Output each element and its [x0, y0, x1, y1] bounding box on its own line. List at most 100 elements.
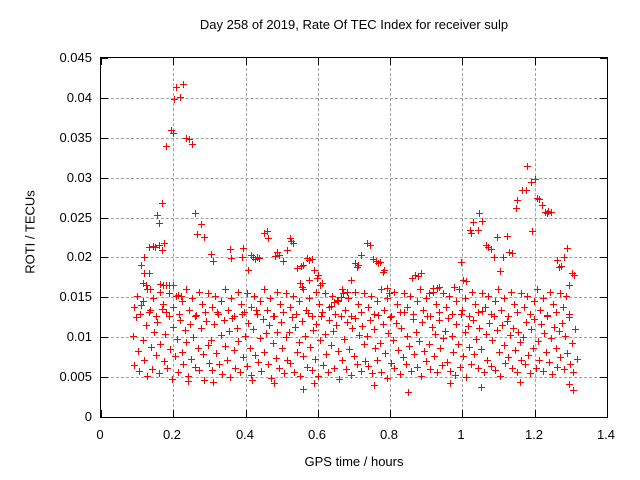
scatter-point — [481, 369, 488, 376]
scatter-point — [210, 379, 217, 386]
scatter-point — [463, 374, 470, 381]
scatter-point — [296, 298, 303, 305]
scatter-point — [358, 309, 365, 316]
scatter-point — [135, 348, 142, 355]
scatter-point — [200, 351, 207, 358]
scatter-point — [403, 361, 410, 368]
x-tick-label: 1.2 — [524, 427, 544, 442]
x-axis-tick — [246, 410, 247, 417]
scatter-point — [407, 293, 414, 300]
scatter-point — [156, 242, 163, 249]
scatter-point — [255, 359, 262, 366]
scatter-point — [385, 330, 392, 337]
scatter-point — [254, 311, 261, 318]
scatter-point — [306, 277, 313, 284]
scatter-point — [514, 197, 521, 204]
scatter-point — [446, 293, 453, 300]
scatter-point — [313, 289, 320, 296]
scatter-point — [556, 264, 563, 271]
scatter-point — [534, 195, 541, 202]
scatter-point — [306, 295, 313, 302]
scatter-point — [351, 353, 358, 360]
scatter-point — [234, 325, 241, 332]
scatter-point — [415, 273, 422, 280]
scatter-point — [182, 327, 189, 334]
scatter-point — [541, 330, 548, 337]
x-tick-label: 0.2 — [162, 427, 182, 442]
scatter-point — [447, 380, 454, 387]
scatter-point — [548, 335, 555, 342]
scatter-point — [381, 307, 388, 314]
y-axis-tick — [101, 178, 108, 179]
scatter-point — [571, 272, 578, 279]
scatter-point — [276, 252, 283, 259]
scatter-point — [326, 317, 333, 324]
scatter-point — [313, 321, 320, 328]
scatter-point — [289, 314, 296, 321]
scatter-point — [159, 200, 166, 207]
scatter-point — [554, 364, 561, 371]
scatter-point — [250, 326, 257, 333]
y-axis-tick — [600, 257, 607, 258]
scatter-point — [208, 251, 215, 258]
scatter-point — [174, 336, 181, 343]
scatter-point — [456, 286, 463, 293]
scatter-point — [187, 321, 194, 328]
scatter-point — [509, 365, 516, 372]
scatter-point — [192, 210, 199, 217]
scatter-point — [196, 367, 203, 374]
scatter-point — [179, 298, 186, 305]
scatter-point — [140, 337, 147, 344]
scatter-point — [449, 311, 456, 318]
scatter-point — [140, 298, 147, 305]
scatter-point — [527, 311, 534, 318]
scatter-point — [523, 319, 530, 326]
scatter-point — [431, 353, 438, 360]
scatter-point — [524, 163, 531, 170]
scatter-point — [544, 210, 551, 217]
scatter-point — [266, 322, 273, 329]
scatter-point — [210, 258, 217, 265]
scatter-point — [564, 245, 571, 252]
scatter-point — [458, 259, 465, 266]
scatter-point — [190, 334, 197, 341]
scatter-point — [536, 357, 543, 364]
scatter-point — [387, 314, 394, 321]
scatter-point — [323, 351, 330, 358]
scatter-point — [566, 282, 573, 289]
x-tick-label: 0 — [96, 427, 104, 442]
scatter-point — [339, 286, 346, 293]
x-axis-tick — [101, 58, 102, 65]
scatter-point — [549, 371, 556, 378]
scatter-point — [300, 386, 307, 393]
scatter-point — [303, 307, 310, 314]
scatter-point — [188, 356, 195, 363]
x-axis-tick — [173, 58, 174, 65]
scatter-point — [208, 337, 215, 344]
x-axis-tick — [318, 410, 319, 417]
scatter-point — [277, 301, 284, 308]
y-axis-tick — [101, 138, 108, 139]
y-axis-tick — [600, 337, 607, 338]
x-tick-label: 0.4 — [235, 427, 255, 442]
y-axis-tick — [600, 58, 607, 59]
grid-line-vertical — [535, 58, 536, 417]
scatter-point — [488, 363, 495, 370]
scatter-point — [354, 264, 361, 271]
scatter-point — [554, 257, 561, 264]
scatter-point — [359, 323, 366, 330]
scatter-point — [475, 227, 482, 234]
scatter-point — [391, 365, 398, 372]
scatter-point — [144, 373, 151, 380]
scatter-point — [478, 384, 485, 391]
scatter-point — [333, 322, 340, 329]
scatter-point — [374, 357, 381, 364]
scatter-point — [352, 260, 359, 267]
scatter-point — [528, 326, 535, 333]
scatter-point — [465, 323, 472, 330]
scatter-point — [288, 238, 295, 245]
scatter-point — [257, 298, 264, 305]
scatter-point — [557, 354, 564, 361]
scatter-point — [151, 329, 158, 336]
scatter-point — [479, 290, 486, 297]
